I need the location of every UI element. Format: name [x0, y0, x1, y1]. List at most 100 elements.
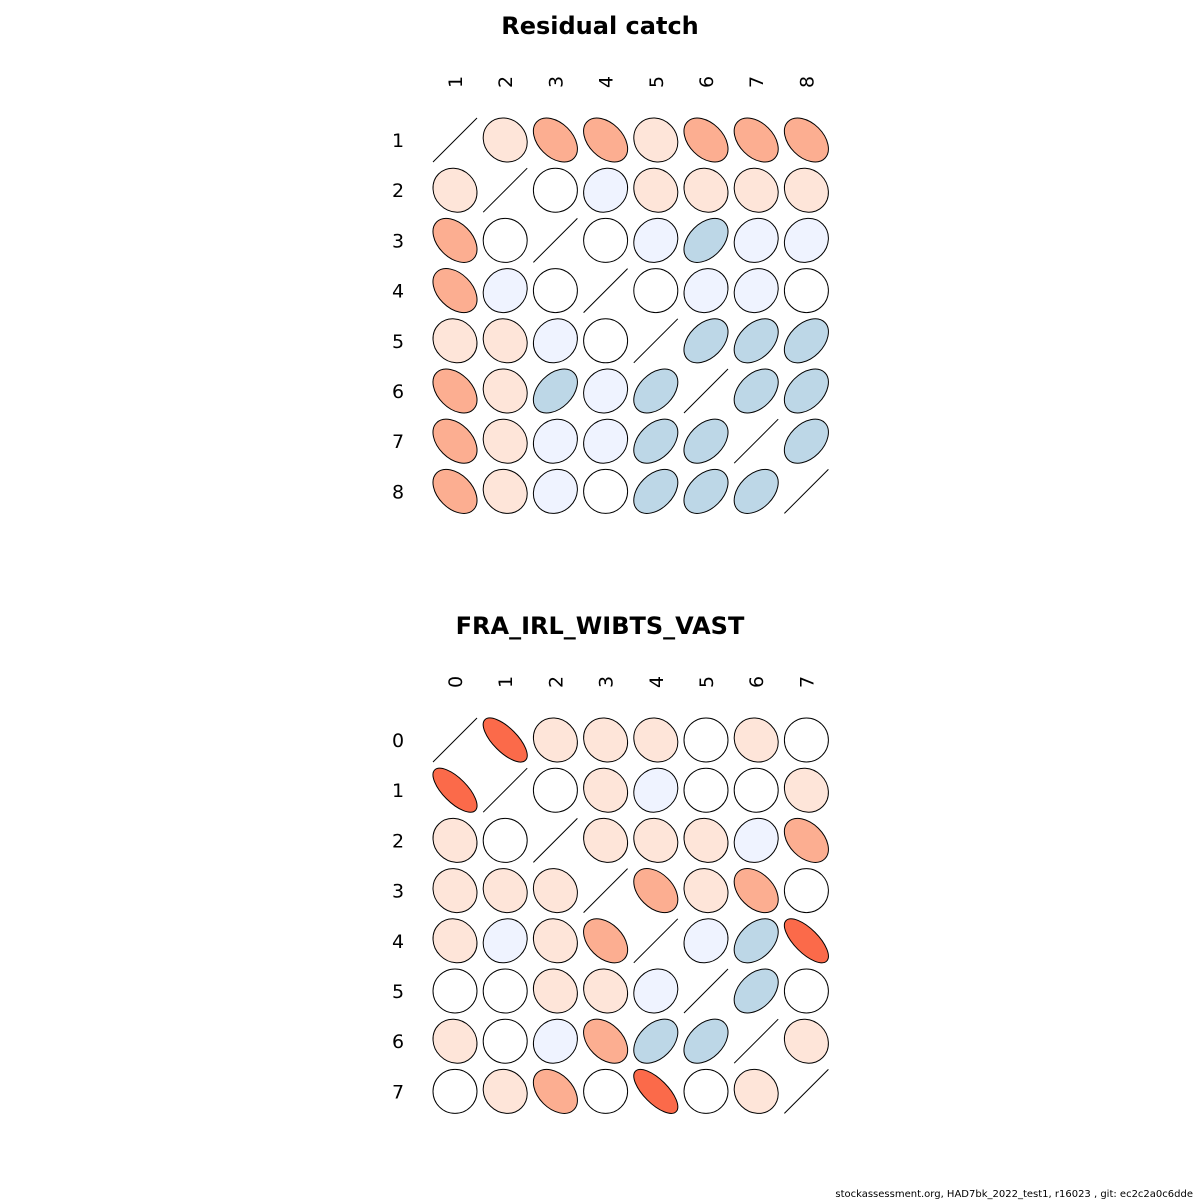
row-label: 7 — [392, 431, 404, 453]
column-label: 3 — [596, 676, 618, 688]
correlation-ellipse — [733, 167, 779, 213]
column-label: 0 — [445, 676, 467, 688]
correlation-ellipse — [783, 117, 829, 163]
correlation-ellipse — [532, 117, 578, 163]
correlation-ellipse — [482, 217, 528, 263]
correlation-ellipse — [633, 418, 679, 464]
row-label: 5 — [392, 331, 404, 353]
correlation-ellipse — [683, 918, 729, 964]
diagonal-line — [432, 717, 478, 763]
row-label: 3 — [392, 230, 404, 252]
correlation-ellipse — [783, 968, 829, 1014]
correlation-ellipse — [733, 368, 779, 414]
correlation-ellipse — [583, 117, 629, 163]
column-label: 4 — [646, 676, 668, 688]
correlation-ellipse — [733, 1068, 779, 1114]
correlation-ellipse — [783, 418, 829, 464]
correlation-ellipse — [583, 418, 629, 464]
correlation-ellipse — [482, 117, 528, 163]
correlation-ellipse — [683, 868, 729, 914]
correlation-ellipse — [633, 717, 679, 763]
correlation-ellipse — [532, 918, 578, 964]
correlation-ellipse — [783, 817, 829, 863]
correlation-ellipse — [432, 968, 478, 1014]
diagonal-line — [683, 968, 729, 1014]
correlation-ellipse — [482, 418, 528, 464]
correlation-ellipse — [482, 1068, 528, 1114]
correlation-ellipse — [482, 717, 528, 763]
correlation-ellipse — [683, 1018, 729, 1064]
row-label: 1 — [392, 130, 404, 152]
correlation-ellipse — [432, 767, 478, 813]
correlation-ellipse — [432, 868, 478, 914]
column-label: 1 — [445, 76, 467, 88]
diagonal-line — [633, 318, 679, 364]
diagonal-line — [533, 218, 578, 263]
correlation-ellipse — [432, 418, 478, 464]
correlation-ellipse — [583, 167, 629, 213]
correlation-ellipse — [532, 1068, 578, 1114]
row-label: 6 — [392, 381, 404, 403]
correlation-ellipse — [683, 318, 729, 364]
diagonal-line — [482, 767, 528, 813]
column-label: 4 — [596, 76, 618, 88]
correlation-ellipse — [583, 217, 629, 263]
correlation-ellipse — [482, 1018, 528, 1064]
correlation-ellipse — [733, 817, 779, 863]
panel-title: Residual catch — [501, 12, 699, 40]
correlation-ellipse — [482, 968, 528, 1014]
correlation-ellipse — [733, 318, 779, 364]
correlation-ellipse — [783, 767, 829, 813]
correlation-ellipse — [633, 868, 679, 914]
correlation-ellipse — [633, 767, 679, 813]
correlation-ellipse — [583, 717, 629, 763]
correlation-ellipse — [532, 268, 578, 314]
correlation-ellipse — [583, 1018, 629, 1064]
correlation-ellipse — [633, 268, 679, 314]
correlation-ellipse — [532, 767, 578, 813]
correlation-ellipse — [733, 968, 779, 1014]
correlation-ellipse — [482, 318, 528, 364]
correlation-ellipse — [683, 268, 729, 314]
correlation-ellipse — [532, 868, 578, 914]
correlation-ellipse — [683, 717, 729, 763]
correlation-ellipse — [783, 1018, 829, 1064]
correlation-ellipse — [432, 268, 478, 314]
column-label: 7 — [746, 76, 768, 88]
correlation-ellipse — [683, 217, 729, 263]
correlation-ellipse — [432, 918, 478, 964]
row-label: 4 — [392, 931, 404, 953]
diagonal-line — [733, 418, 779, 464]
correlation-ellipse — [683, 1068, 729, 1114]
row-label: 2 — [392, 830, 404, 852]
correlation-ellipse — [482, 868, 528, 914]
correlation-ellipse — [532, 318, 578, 364]
correlation-ellipse — [683, 117, 729, 163]
correlation-ellipse — [583, 918, 629, 964]
panel-title: FRA_IRL_WIBTS_VAST — [456, 612, 745, 640]
correlation-ellipse — [432, 318, 478, 364]
diagonal-line — [583, 268, 628, 313]
correlation-ellipse — [783, 868, 829, 914]
diagonal-line — [583, 868, 628, 913]
diagonal-line — [533, 818, 578, 863]
correlation-ellipse — [532, 468, 578, 514]
correlation-ellipse — [633, 117, 679, 163]
correlation-ellipse — [733, 117, 779, 163]
correlation-ellipse — [432, 368, 478, 414]
correlation-ellipse — [733, 717, 779, 763]
correlation-ellipse — [633, 368, 679, 414]
correlation-ellipse — [783, 368, 829, 414]
correlation-ellipse — [633, 1018, 679, 1064]
correlation-ellipse — [432, 1018, 478, 1064]
column-label: 3 — [545, 76, 567, 88]
correlation-ellipse — [633, 167, 679, 213]
correlation-ellipse — [633, 468, 679, 514]
correlation-ellipse — [633, 968, 679, 1014]
correlation-ellipse — [532, 368, 578, 414]
correlation-ellipse — [733, 868, 779, 914]
column-label: 5 — [696, 676, 718, 688]
correlation-ellipse — [532, 717, 578, 763]
correlation-ellipse — [783, 217, 829, 263]
